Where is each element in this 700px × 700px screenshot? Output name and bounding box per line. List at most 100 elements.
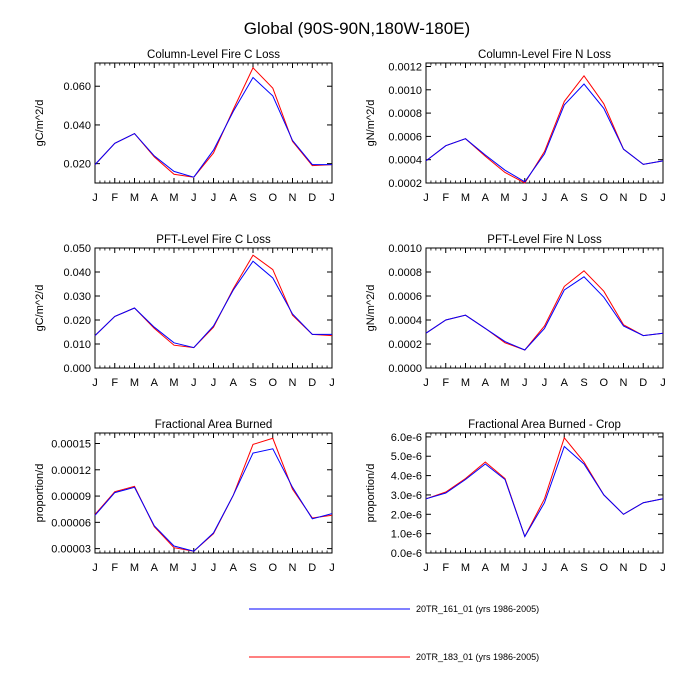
legend-label: 20TR_183_01 (yrs 1986-2005) bbox=[416, 652, 539, 662]
y-tick-label: 0.0010 bbox=[388, 85, 422, 97]
x-tick-label: J bbox=[660, 192, 666, 204]
x-tick-label: A bbox=[230, 377, 238, 389]
y-tick-label: 0.010 bbox=[63, 339, 91, 351]
x-tick-label: J bbox=[660, 562, 666, 574]
x-tick-label: S bbox=[249, 192, 256, 204]
x-tick-label: J bbox=[423, 192, 429, 204]
x-tick-label: D bbox=[639, 562, 647, 574]
x-tick-label: S bbox=[580, 192, 587, 204]
y-tick-label: 0.0006 bbox=[388, 131, 422, 143]
x-tick-label: A bbox=[561, 377, 569, 389]
x-tick-label: J bbox=[211, 562, 217, 574]
y-tick-label: 0.0004 bbox=[388, 315, 422, 327]
y-axis-label: proportion/d bbox=[34, 464, 46, 523]
x-tick-label: N bbox=[620, 377, 628, 389]
y-tick-label: 0.0008 bbox=[388, 267, 422, 279]
x-tick-label: S bbox=[249, 377, 256, 389]
series-line bbox=[94, 254, 333, 349]
x-tick-label: A bbox=[151, 377, 159, 389]
y-tick-label: 0.00009 bbox=[51, 491, 91, 503]
x-tick-label: M bbox=[461, 562, 470, 574]
x-tick-label: J bbox=[191, 377, 197, 389]
x-tick-label: M bbox=[169, 192, 178, 204]
plot-frame bbox=[94, 62, 333, 184]
y-tick-label: 4.0e-6 bbox=[391, 471, 422, 483]
figure-title: Global (90S-90N,180W-180E) bbox=[244, 19, 470, 38]
y-tick-label: 0.0002 bbox=[388, 339, 422, 351]
x-tick-label: M bbox=[500, 377, 509, 389]
x-tick-label: F bbox=[111, 192, 118, 204]
x-tick-label: J bbox=[92, 192, 98, 204]
x-tick-label: M bbox=[461, 377, 470, 389]
y-tick-label: 0.0008 bbox=[388, 108, 422, 120]
y-tick-label: 5.0e-6 bbox=[391, 451, 422, 463]
y-tick-label: 3.0e-6 bbox=[391, 490, 422, 502]
y-tick-label: 0.0e-6 bbox=[391, 548, 422, 560]
x-tick-label: J bbox=[423, 377, 429, 389]
y-tick-label: 2.0e-6 bbox=[391, 509, 422, 521]
x-tick-label: S bbox=[249, 562, 256, 574]
chart-title: Column-Level Fire N Loss bbox=[478, 49, 611, 61]
x-tick-label: M bbox=[500, 562, 509, 574]
x-tick-label: M bbox=[130, 192, 139, 204]
series-line bbox=[425, 276, 664, 351]
plot-frame bbox=[94, 247, 333, 369]
y-tick-label: 0.0000 bbox=[388, 363, 422, 375]
y-tick-label: 0.000 bbox=[63, 363, 91, 375]
x-tick-label: N bbox=[289, 377, 297, 389]
x-tick-label: J bbox=[660, 377, 666, 389]
x-tick-label: N bbox=[289, 562, 297, 574]
x-tick-label: J bbox=[211, 377, 217, 389]
x-tick-label: A bbox=[482, 192, 490, 204]
x-tick-label: D bbox=[308, 192, 316, 204]
series-line bbox=[94, 76, 332, 178]
y-tick-label: 0.0010 bbox=[388, 243, 422, 255]
x-tick-label: A bbox=[230, 192, 238, 204]
x-tick-label: O bbox=[599, 562, 608, 574]
series-line bbox=[425, 445, 664, 538]
x-tick-label: J bbox=[92, 562, 98, 574]
y-tick-label: 0.00012 bbox=[51, 465, 91, 477]
x-tick-label: N bbox=[620, 562, 628, 574]
x-tick-label: A bbox=[561, 192, 569, 204]
y-tick-label: 0.00006 bbox=[51, 517, 91, 529]
legend: 20TR_161_01 (yrs 1986-2005) 20TR_183_01 (… bbox=[249, 604, 539, 662]
x-tick-label: S bbox=[580, 377, 587, 389]
series-line bbox=[425, 270, 664, 351]
chart-panel-6: Fractional Area Burned - Crop proportion/… bbox=[365, 419, 666, 574]
chart-title: Column-Level Fire C Loss bbox=[147, 49, 280, 61]
x-tick-label: F bbox=[442, 377, 449, 389]
y-tick-label: 6.0e-6 bbox=[391, 432, 422, 444]
x-tick-label: J bbox=[542, 562, 548, 574]
x-tick-label: D bbox=[308, 377, 316, 389]
chart-title: Fractional Area Burned - Crop bbox=[468, 419, 621, 431]
y-axis-label: gN/m^2/d bbox=[365, 100, 377, 147]
x-tick-label: S bbox=[580, 562, 587, 574]
series-line bbox=[425, 436, 664, 538]
plot-frame bbox=[425, 432, 664, 554]
x-tick-label: A bbox=[482, 562, 490, 574]
x-tick-label: O bbox=[268, 562, 277, 574]
y-tick-label: 0.0002 bbox=[388, 178, 422, 190]
x-tick-label: A bbox=[151, 192, 159, 204]
x-tick-label: N bbox=[289, 192, 297, 204]
x-tick-label: D bbox=[308, 562, 316, 574]
y-axis-label: gC/m^2/d bbox=[34, 285, 46, 332]
y-tick-label: 1.0e-6 bbox=[391, 529, 422, 541]
series-line bbox=[94, 66, 333, 178]
x-tick-label: D bbox=[639, 377, 647, 389]
x-tick-label: M bbox=[130, 562, 139, 574]
series-line bbox=[94, 448, 333, 552]
series-line bbox=[425, 83, 664, 183]
legend-label: 20TR_161_01 (yrs 1986-2005) bbox=[416, 604, 539, 614]
x-tick-label: D bbox=[639, 192, 647, 204]
y-axis-label: gC/m^2/d bbox=[34, 100, 46, 147]
x-tick-label: J bbox=[329, 192, 335, 204]
chart-title: PFT-Level Fire C Loss bbox=[156, 234, 271, 246]
